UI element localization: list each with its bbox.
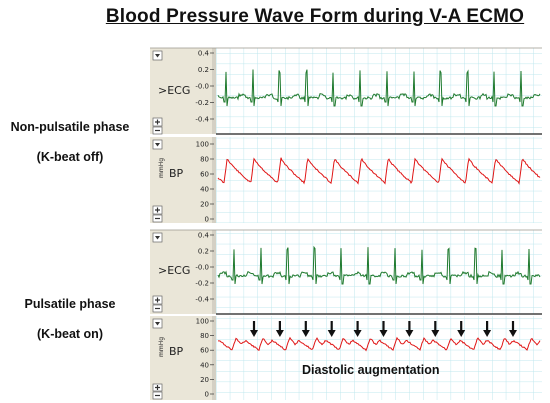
bp-2-grid (216, 316, 542, 400)
phase-1-mode: (K-beat off) (36, 150, 104, 164)
ecg-1-zoom-out-button[interactable] (152, 126, 163, 135)
ecg-1-tick-label: 0.2 (198, 66, 209, 74)
bp-1-axis: 100 80 60 40 20 0 (196, 141, 214, 224)
arrow-down-icon (405, 321, 414, 337)
bp-2-tick-label: 60 (200, 347, 209, 355)
arrow-down-icon (275, 321, 284, 337)
page-title: Blood Pressure Wave Form during V-A ECMO (105, 6, 525, 27)
bp-2-zoom-in-button[interactable] (152, 383, 163, 392)
ecg-1-tick-label: -0.4 (195, 116, 209, 124)
plus-icon (155, 207, 160, 213)
ecg-1-zoom-in-button[interactable] (152, 117, 163, 127)
panel-non-pulsatile: >ECG 0.40.2-0.0-0.2-0.4 mmHg BP 1 (150, 47, 542, 224)
arrow-down-icon (379, 321, 388, 337)
bp-1-label: BP (169, 167, 184, 180)
bp-1-collapse-button[interactable] (152, 139, 163, 150)
bp-2-unit: mmHg (158, 337, 165, 357)
bp-1-tick-label: 100 (196, 141, 209, 149)
phase-1-label: Non-pulsatile phase (K-beat off) (0, 118, 140, 166)
bp-1-tick-label: 0 (205, 216, 209, 224)
collapse-triangle-icon (155, 143, 160, 147)
bp-2-label: BP (169, 345, 184, 358)
arrow-down-icon (483, 321, 492, 337)
arrow-down-icon (509, 321, 517, 337)
ecg-2-tick-label: -0.4 (195, 296, 209, 304)
bp-1-trace (217, 157, 541, 185)
collapse-triangle-icon (155, 54, 160, 58)
bp-2-axis: 100 80 60 40 20 0 (196, 318, 214, 399)
ecg-1-axis: 0.4 0.2 -0.0 -0.2 -0.4 (195, 50, 214, 124)
bp-1-grid (216, 137, 542, 223)
bp-1-zoom-in-button[interactable] (152, 205, 163, 215)
bp-2-collapse-button[interactable] (152, 318, 163, 329)
plus-icon (155, 385, 160, 390)
bp-2-tick-label: 100 (196, 318, 209, 326)
ecg-1-label: >ECG (158, 84, 190, 97)
arrow-down-icon (457, 321, 466, 337)
diastolic-augmentation-label: Diastolic augmentation (302, 363, 440, 377)
ecg-1-grid (216, 48, 542, 134)
panel-pulsatile: >ECG 0.40.2-0.0-0.2-0.4 mmHg BP 1 (150, 229, 542, 400)
bp-1-tick-label: 20 (200, 201, 209, 209)
collapse-triangle-icon (155, 322, 160, 326)
ecg-1-tick-label: 0.4 (198, 50, 210, 58)
bp-2-zoom-out-button[interactable] (152, 391, 163, 400)
phase-2-name: Pulsatile phase (24, 297, 116, 311)
bp-1-tick-label: 60 (200, 171, 209, 179)
bp-2-tick-label: 0 (205, 391, 209, 399)
ecg-2-tick-label: 0.2 (198, 248, 209, 256)
ecg-2-grid (216, 230, 542, 314)
bp-2-tick-label: 20 (200, 376, 209, 384)
arrow-down-icon (301, 321, 310, 337)
bp-1-tick-label: 80 (200, 156, 209, 164)
ecg-2-axis: 0.4 0.2 -0.0 -0.2 -0.4 (195, 232, 214, 304)
bp-1-tick-label: 40 (200, 186, 209, 194)
phase-2-mode: (K-beat on) (37, 327, 103, 341)
bp-2-trace (218, 336, 541, 352)
ecg-1-tick-label: -0.0 (195, 83, 209, 91)
ecg-1-trace (217, 69, 541, 107)
arrow-down-icon (250, 321, 258, 337)
ecg-2-collapse-button[interactable] (152, 232, 163, 243)
ecg-2-tick-label: -0.2 (195, 280, 209, 288)
ecg-1-collapse-button[interactable] (152, 50, 163, 61)
ecg-2-tick-label: 0.4 (198, 232, 210, 240)
bp-2-tick-label: 80 (200, 332, 209, 340)
ecg-2-tick-label: -0.0 (195, 264, 209, 272)
bp-2-tick-label: 40 (200, 361, 209, 369)
ecg-2-trace (217, 245, 541, 285)
ecg-2-zoom-out-button[interactable] (152, 304, 163, 313)
ecg-2-label: >ECG (158, 264, 190, 277)
collapse-triangle-icon (155, 236, 160, 240)
arrow-down-icon (327, 321, 336, 337)
bp-1-unit: mmHg (158, 158, 165, 178)
phase-1-name: Non-pulsatile phase (10, 120, 130, 134)
arrow-down-icon (353, 321, 362, 337)
ecg-1-tick-label: -0.2 (195, 99, 209, 107)
plus-icon (155, 119, 160, 125)
arrow-down-icon (431, 321, 440, 337)
phase-2-label: Pulsatile phase (K-beat on) (0, 295, 140, 343)
ecg-2-zoom-in-button[interactable] (152, 295, 163, 305)
bp-1-zoom-out-button[interactable] (152, 214, 163, 223)
diastolic-arrows (250, 321, 517, 337)
plus-icon (155, 297, 160, 303)
